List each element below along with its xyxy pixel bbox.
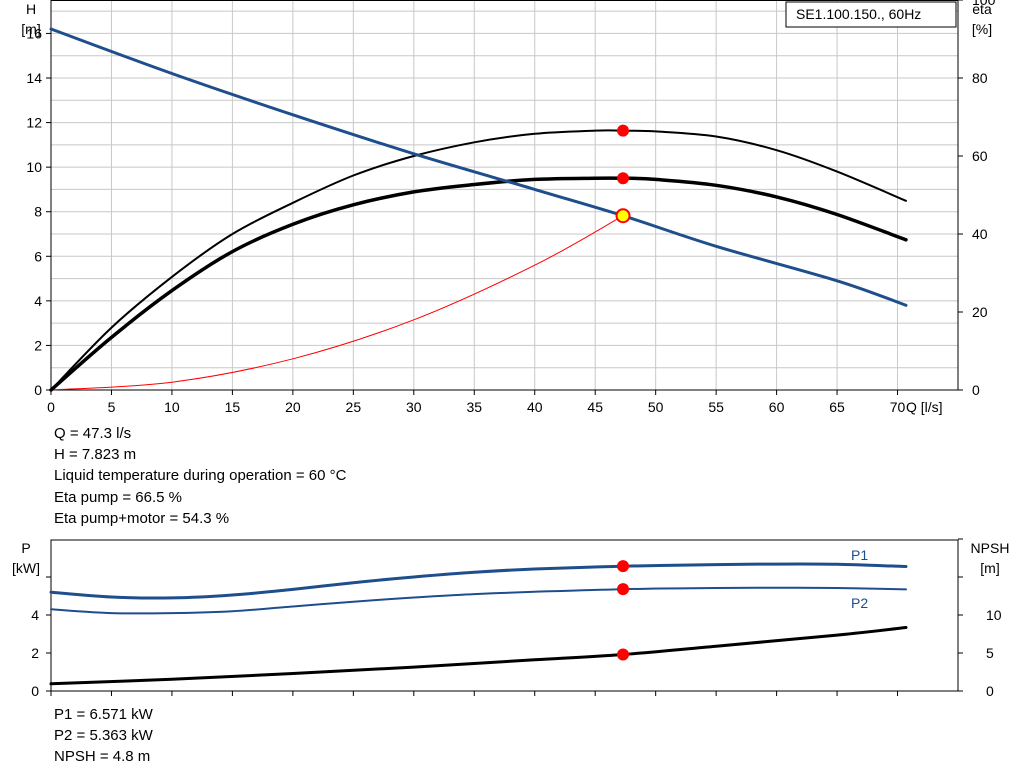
- y-left-axis-unit: [m]: [21, 21, 40, 37]
- duty-point-marker: [615, 208, 631, 224]
- duty-point-info: Q = 47.3 l/s H = 7.823 m Liquid temperat…: [54, 423, 346, 529]
- operating-point-marker: [617, 583, 630, 596]
- legend-box: [785, 1, 957, 28]
- operating-point-marker: [617, 124, 630, 137]
- x-tick-label: 65: [829, 399, 845, 415]
- y-right-axis-unit: [%]: [972, 21, 992, 37]
- x-tick-label: 0: [47, 399, 55, 415]
- operating-point-marker: [617, 172, 630, 185]
- eta-pump-curve: [50, 129, 907, 391]
- y2-left-axis-unit: [kW]: [12, 560, 40, 576]
- power-info: P1 = 6.571 kW P2 = 5.363 kW NPSH = 4.8 m: [54, 704, 153, 768]
- y-left-tick-label: 4: [34, 293, 42, 309]
- y-left-tick-label: 2: [34, 337, 42, 353]
- y2-left-axis-label: P: [21, 540, 30, 556]
- y-right-tick-label: 80: [972, 70, 988, 86]
- x-tick-label: 15: [225, 399, 241, 415]
- y-right-tick-label: 60: [972, 148, 988, 164]
- y-left-tick-label: 14: [26, 70, 42, 86]
- y-left-tick-label: 10: [26, 159, 42, 175]
- p2-value: P2 = 5.363 kW: [54, 727, 153, 745]
- y-right-tick-label: 100: [972, 0, 996, 8]
- liquid-temperature: Liquid temperature during operation = 60…: [54, 467, 347, 485]
- x-tick-label: 45: [587, 399, 603, 415]
- y-right-tick-label: 40: [972, 226, 988, 242]
- head-curve: [49, 27, 908, 307]
- eta-pump-motor-value: Eta pump+motor = 54.3 %: [54, 509, 230, 527]
- plot-frame-top: [50, 0, 959, 391]
- y2-right-tick-label: 10: [986, 607, 1002, 623]
- x-tick-label: 25: [346, 399, 362, 415]
- head-value: H = 7.823 m: [54, 446, 137, 464]
- y2-right-tick-label: 5: [986, 645, 994, 661]
- npsh-curve: [49, 626, 908, 686]
- y-right-axis-label: eta: [972, 1, 992, 17]
- y-left-tick-label: 8: [34, 204, 42, 220]
- legend-label: SE1.100.150., 60Hz: [796, 6, 921, 22]
- x-tick-label: 35: [466, 399, 482, 415]
- eta-pump-motor-curve: [49, 176, 908, 392]
- y-left-tick-label: 6: [34, 248, 42, 264]
- p2-series-label: P2: [851, 595, 868, 611]
- y2-right-axis-unit: [m]: [980, 560, 999, 576]
- y-right-tick-label: 0: [972, 382, 980, 398]
- p1-value: P1 = 6.571 kW: [54, 706, 153, 723]
- x-tick-label: 10: [164, 399, 180, 415]
- y-left-tick-label: 16: [26, 25, 42, 41]
- x-tick-label: 70: [890, 399, 906, 415]
- y2-right-tick-label: 0: [986, 683, 994, 699]
- npsh-value: NPSH = 4.8 m: [54, 748, 151, 766]
- p1-curve: [49, 562, 908, 600]
- y2-left-tick-label: 4: [31, 607, 39, 623]
- operating-point-marker: [617, 560, 630, 573]
- y-left-axis-label: H: [26, 1, 36, 17]
- y-left-tick-label: 12: [26, 115, 42, 131]
- x-tick-label: 55: [708, 399, 724, 415]
- y2-left-tick-label: 2: [31, 645, 39, 661]
- x-tick-label: 60: [769, 399, 785, 415]
- operating-point-marker: [617, 648, 630, 661]
- y2-right-axis-label: NPSH: [971, 540, 1010, 556]
- x-axis-label: Q [l/s]: [906, 399, 943, 415]
- x-tick-label: 50: [648, 399, 664, 415]
- x-tick-label: 20: [285, 399, 301, 415]
- y-left-tick-label: 0: [34, 382, 42, 398]
- x-tick-label: 40: [527, 399, 543, 415]
- x-tick-label: 5: [108, 399, 116, 415]
- p1-series-label: P1: [851, 547, 868, 563]
- y-right-tick-label: 20: [972, 304, 988, 320]
- system-curve: [50, 215, 624, 391]
- x-tick-label: 30: [406, 399, 422, 415]
- flow-value: Q = 47.3 l/s: [54, 425, 132, 442]
- eta-pump-value: Eta pump = 66.5 %: [54, 488, 182, 506]
- y2-left-tick-label: 0: [31, 683, 39, 699]
- p2-curve: [50, 586, 907, 615]
